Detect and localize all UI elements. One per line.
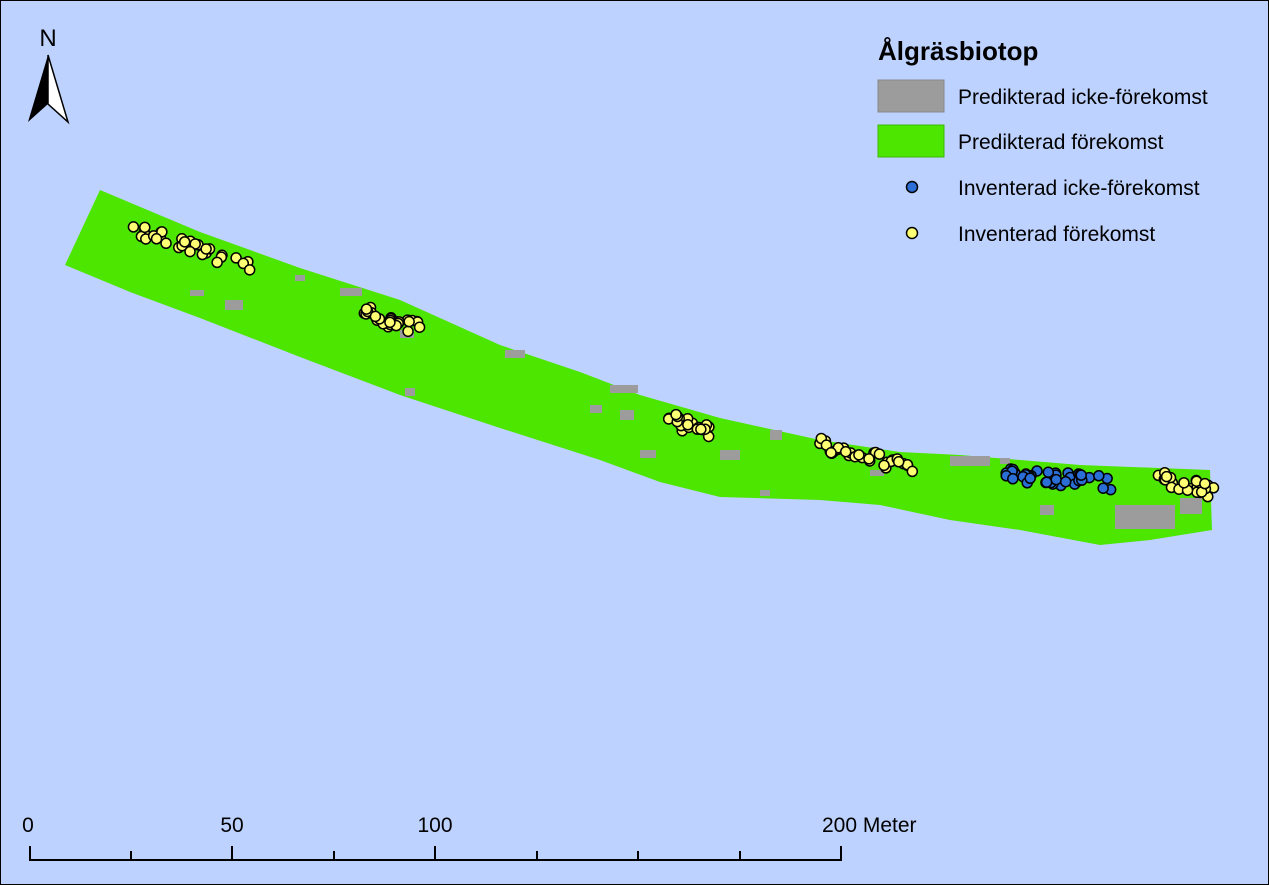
survey-point	[1093, 470, 1105, 482]
survey-point	[1042, 466, 1055, 479]
legend-swatch	[877, 124, 945, 158]
survey-point	[853, 449, 865, 461]
survey-point	[1059, 475, 1072, 488]
survey-point	[384, 316, 396, 329]
survey-point	[1075, 469, 1087, 481]
survey-point	[1050, 473, 1062, 486]
survey-point	[1024, 472, 1036, 485]
survey-point	[892, 456, 905, 468]
survey-point	[1199, 477, 1211, 490]
legend-label: Predikterad icke-förekomst	[958, 86, 1208, 109]
survey-point	[178, 236, 191, 248]
survey-point	[402, 325, 414, 338]
survey-point	[403, 315, 415, 328]
scale-label: 100	[417, 814, 452, 837]
survey-point	[413, 321, 426, 333]
legend-label: Inventerad förekomst	[958, 223, 1155, 246]
survey-point	[825, 447, 837, 459]
predicted-presence-area	[65, 190, 1212, 545]
legend-swatch	[877, 79, 945, 113]
legend-label: Inventerad icke-förekomst	[958, 177, 1200, 200]
survey-point	[184, 245, 196, 258]
survey-point	[243, 264, 256, 276]
survey-point	[682, 419, 694, 431]
north-arrow-left	[28, 55, 48, 122]
survey-point	[695, 423, 707, 436]
scale-label: 0	[22, 814, 34, 837]
predicted-absence-patches	[190, 275, 1202, 529]
survey-point	[670, 408, 682, 421]
survey-point	[839, 445, 852, 458]
north-arrow-right	[47, 54, 70, 125]
legend-symbol	[905, 226, 919, 240]
scale-bar	[29, 846, 842, 861]
survey-point	[139, 221, 151, 234]
survey-point	[369, 310, 382, 323]
survey-point	[906, 465, 919, 478]
legend-symbol	[905, 180, 919, 194]
scale-label: 200 Meter	[822, 814, 917, 837]
survey-point	[200, 243, 212, 255]
survey-point	[1097, 482, 1109, 494]
survey-point	[211, 256, 223, 269]
survey-point	[150, 233, 163, 245]
survey-point	[360, 303, 373, 315]
survey-points	[127, 221, 1220, 503]
survey-point	[1007, 473, 1019, 485]
legend-label: Predikterad förekomst	[958, 131, 1164, 154]
legend-title: Ålgräsbiotop	[878, 36, 1038, 66]
survey-point	[189, 238, 201, 250]
survey-point	[1160, 470, 1173, 483]
survey-point	[863, 453, 875, 465]
survey-point	[878, 459, 890, 472]
scale-label: 50	[220, 814, 243, 837]
survey-point	[873, 448, 886, 460]
survey-point	[1178, 477, 1190, 489]
survey-point	[160, 237, 172, 250]
survey-point	[1040, 476, 1053, 488]
north-label: N	[39, 25, 56, 52]
survey-point	[127, 221, 140, 233]
